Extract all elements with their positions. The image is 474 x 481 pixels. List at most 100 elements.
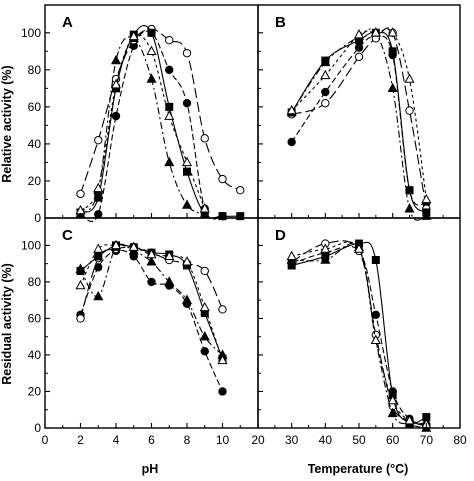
x-tick-label: 4 [113,433,120,447]
data-point-open-triangle [181,256,193,266]
series-line-filled-square [80,25,241,219]
data-point-open-circle [94,136,103,145]
data-point-open-triangle [199,301,210,312]
panel-frames [44,4,461,429]
data-point-filled-circle [287,137,296,147]
data-point-filled-triangle [387,82,398,93]
data-point-open-triangle [370,334,381,345]
data-point-open-circle [165,35,174,45]
data-point-open-triangle [286,104,297,115]
x-tick-label: 2 [77,433,84,447]
data-point-open-circle [321,98,330,108]
series-line-filled-triangle [291,242,427,429]
series-line-filled-triangle [80,36,206,215]
data-point-open-triangle [110,239,122,250]
series-line-open-triangle [291,241,427,425]
data-point-open-triangle [320,69,331,80]
data-point-filled-square [371,256,380,264]
y-tick-label: 40 [28,137,42,151]
data-point-filled-circle [147,277,156,287]
panel-label-D: D [275,227,286,244]
data-point-open-triangle [353,28,365,39]
data-point-filled-triangle [387,407,398,418]
data-point-filled-circle [165,65,174,75]
data-point-filled-circle [111,111,121,121]
data-point-filled-circle [354,43,364,52]
data-point-open-circle [218,174,227,184]
series-line-open-circle [291,240,427,427]
data-point-filled-circle [200,347,209,356]
data-point-filled-circle [321,87,330,97]
data-point-open-triangle [404,73,415,83]
y-tick-label: 60 [28,100,42,114]
data-point-filled-square [183,167,191,176]
data-point-open-triangle [387,27,398,37]
data-point-open-circle [182,48,192,58]
data-point-open-triangle [164,110,175,120]
series-line-open-triangle [80,34,206,212]
ylabel-top: Relative activity (%) [0,65,14,182]
data-point-open-circle [200,134,209,143]
data-point-filled-triangle [320,254,331,264]
data-point-open-triangle [93,182,104,193]
data-point-open-triangle [353,243,365,253]
x-tick-label: 70 [420,433,434,447]
data-point-filled-triangle [164,156,175,167]
series-line-filled-circle [291,245,427,425]
y-tick-label: 80 [28,275,42,289]
ylabel-bottom: Residual activity (%) [0,263,14,385]
data-point-filled-triangle [404,203,415,213]
panel-label-C: C [62,227,73,244]
y-tick-label: 20 [28,174,42,188]
y-tick-label: 0 [34,421,41,435]
y-tick-label: 80 [28,63,42,77]
data-point-open-circle [354,52,364,62]
data-point-open-triangle [146,248,157,259]
data-point-open-triangle [181,156,193,167]
data-point-filled-square [165,102,174,111]
series-line-filled-triangle [80,243,223,356]
data-point-open-triangle [387,394,398,405]
panel-C: C [62,227,228,396]
data-point-filled-triangle [320,56,331,67]
x-tick-label: 6 [148,433,155,447]
axis-ticks: 0 20 40 60 80 100 0 20 40 60 80 100 0 2 4 6 8 10 20 30 40 50 6… [21,26,467,447]
x-tick-label: 10 [216,433,230,447]
panel-A: A [62,14,245,223]
data-point-filled-triangle [146,256,157,266]
y-tick-label: 100 [21,238,41,252]
y-tick-label: 20 [28,384,42,398]
x-tick-label: 8 [184,433,191,447]
data-point-open-triangle [199,203,210,213]
data-point-filled-triangle [75,263,86,273]
data-point-filled-triangle [199,331,210,341]
data-point-open-triangle [320,243,331,253]
data-point-open-triangle [286,250,297,261]
data-point-open-triangle [128,241,139,251]
panel-label-B: B [275,14,286,31]
data-point-filled-circle [182,98,192,108]
y-tick-label: 100 [21,26,41,40]
data-point-filled-triangle [93,290,104,301]
x-tick-label: 60 [386,433,400,447]
data-point-open-circle [76,189,85,199]
panels: A B C D [62,14,432,432]
series-line-open-circle [79,28,241,195]
panel-label-A: A [62,14,73,31]
x-tick-label: 50 [352,433,366,447]
y-tick-label: 60 [28,311,42,325]
data-point-open-circle [76,314,85,323]
x-tick-label: 30 [285,433,299,447]
panel-D: D [275,227,432,432]
x-tick-label: 20 [251,433,265,447]
data-point-open-triangle [146,45,157,56]
xlabel-ph: pH [142,462,159,476]
data-point-filled-circle [218,387,227,396]
data-point-open-triangle [421,193,432,204]
data-point-open-triangle [164,250,175,261]
data-point-open-circle [236,186,245,195]
xlabel-temperature: Temperature (°C) [308,462,409,476]
data-point-open-circle [200,266,209,276]
data-point-filled-triangle [164,276,175,286]
